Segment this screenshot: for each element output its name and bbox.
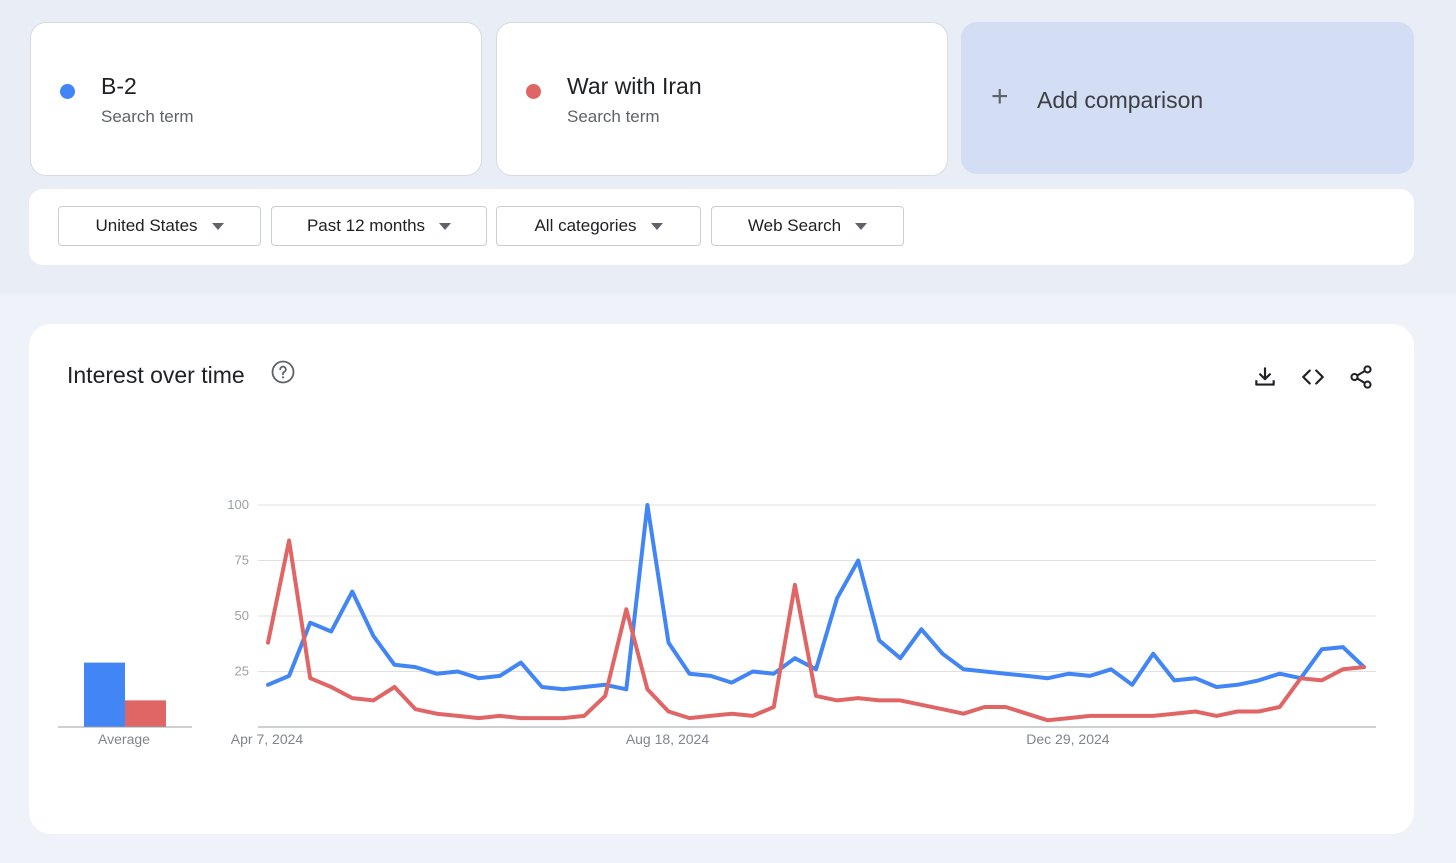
- add-comparison-button[interactable]: + Add comparison: [961, 22, 1414, 174]
- time-range-dropdown[interactable]: Past 12 months: [271, 206, 487, 246]
- term-name: War with Iran: [567, 73, 702, 99]
- filter-bar: United States Past 12 months All categor…: [29, 189, 1414, 265]
- caret-down-icon: [211, 222, 224, 230]
- caret-down-icon: [439, 222, 452, 230]
- category-label: All categories: [534, 216, 637, 235]
- download-icon[interactable]: [1252, 364, 1278, 390]
- interest-over-time-panel: Interest over time: [29, 324, 1414, 834]
- region-label: United States: [95, 216, 198, 235]
- embed-code-icon[interactable]: [1300, 364, 1326, 390]
- caret-down-icon: [855, 222, 868, 230]
- term-card-war-with-iran[interactable]: War with Iran Search term: [496, 22, 948, 176]
- panel-title: Interest over time: [67, 362, 245, 388]
- add-comparison-label: Add comparison: [1037, 87, 1204, 113]
- region-dropdown[interactable]: United States: [58, 206, 261, 246]
- term-name: B-2: [101, 73, 137, 99]
- term-subtitle: Search term: [101, 107, 194, 126]
- search-type-dropdown[interactable]: Web Search: [711, 206, 904, 246]
- series-color-dot: [526, 84, 541, 99]
- term-subtitle: Search term: [567, 107, 660, 126]
- caret-down-icon: [650, 222, 663, 230]
- time-range-label: Past 12 months: [306, 216, 426, 235]
- category-dropdown[interactable]: All categories: [496, 206, 701, 246]
- plus-icon: +: [991, 80, 1009, 113]
- share-icon[interactable]: [1348, 364, 1374, 390]
- help-icon[interactable]: [271, 360, 295, 384]
- search-type-label: Web Search: [747, 216, 842, 235]
- series-color-dot: [60, 84, 75, 99]
- term-card-b2[interactable]: B-2 Search term: [30, 22, 482, 176]
